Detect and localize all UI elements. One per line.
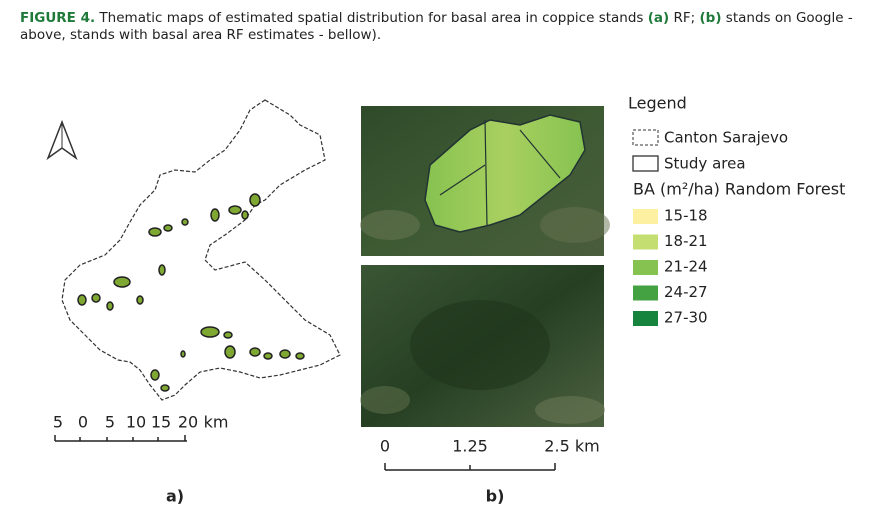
legend-entry: 27-30	[664, 309, 708, 327]
legend-swatch	[633, 209, 658, 224]
legend-swatch	[633, 234, 658, 250]
canton-symbol	[632, 129, 659, 146]
scale-label: 20	[178, 413, 198, 432]
caption-label: FIGURE 4.	[20, 10, 96, 26]
scale-label: 1.25	[452, 437, 488, 456]
caption-ref: (b)	[699, 10, 722, 26]
scale-bar-b	[384, 463, 556, 471]
caption-ref: (a)	[647, 10, 670, 26]
scale-label: 0	[78, 413, 88, 432]
scale-label: 5	[105, 413, 115, 432]
legend-entry: Canton Sarajevo	[664, 129, 788, 147]
scale-label: 10	[126, 413, 146, 432]
legend-entry: Study area	[664, 155, 746, 173]
scale-label: 5	[53, 413, 63, 432]
study-area	[424, 114, 586, 233]
study-symbol	[632, 155, 659, 172]
legend-heading: BA (m²/ha) Random Forest	[633, 180, 845, 199]
panel-label: a)	[166, 487, 184, 506]
legend-entry: 15-18	[664, 207, 708, 225]
legend-entry: 24-27	[664, 283, 708, 301]
scale-label: 15	[151, 413, 171, 432]
caption-text: Thematic maps of estimated spatial distr…	[95, 10, 648, 26]
map-b	[360, 106, 610, 471]
caption-text: stands on Google - above, stands with ba…	[20, 10, 853, 43]
scale-label: km	[204, 413, 229, 432]
stands	[77, 193, 305, 392]
legend-title: Legend	[628, 94, 687, 113]
map-a	[46, 99, 341, 442]
scale-label: 0	[380, 437, 390, 456]
legend-entry: 21-24	[664, 258, 708, 276]
caption: FIGURE 4. Thematic maps of estimated spa…	[20, 10, 860, 44]
caption-text: RF;	[669, 10, 700, 26]
legend-swatch	[633, 311, 658, 326]
panel-label: b)	[486, 487, 505, 506]
legend-swatch	[633, 285, 658, 301]
legend-swatch	[633, 260, 658, 275]
legend-entry: 18-21	[664, 232, 708, 250]
scale-label: 2.5 km	[544, 437, 599, 456]
